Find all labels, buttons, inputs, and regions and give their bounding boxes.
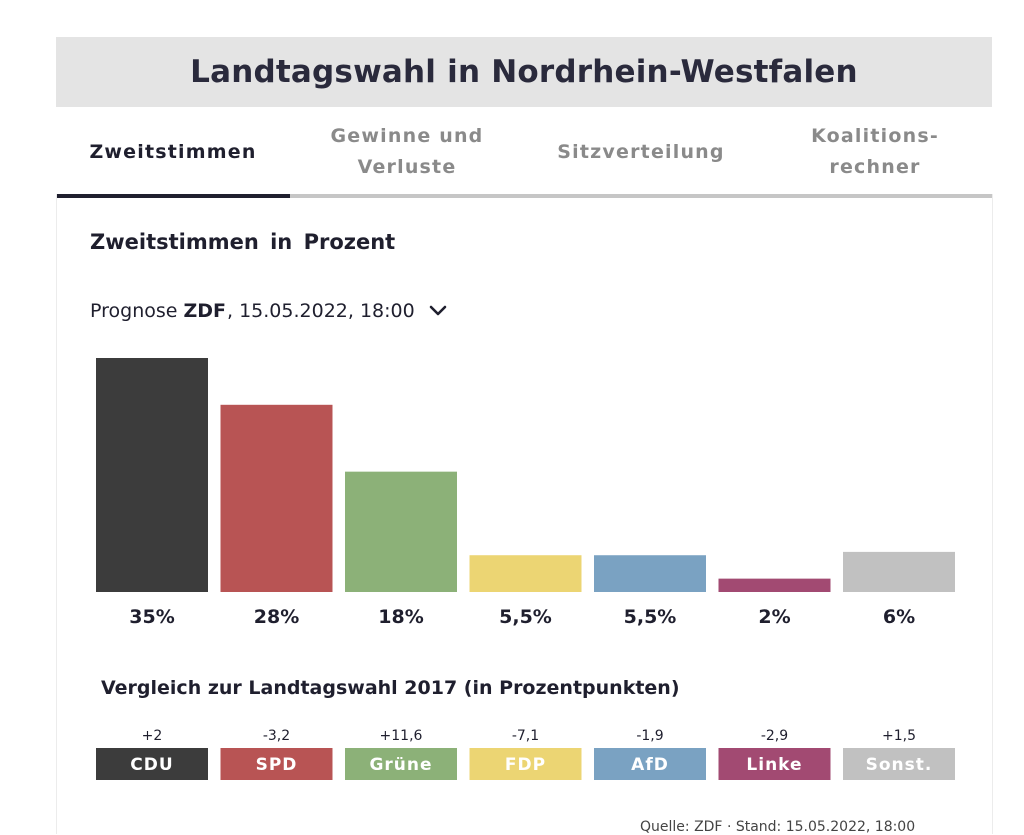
tab-sitzverteilung[interactable]: Sitzverteilung <box>524 110 758 194</box>
party-name-fdp: FDP <box>505 755 546 775</box>
party-chip-linke <box>718 748 831 780</box>
bar-fdp <box>469 555 582 592</box>
value-label-afd: 5,5% <box>624 606 677 628</box>
value-label-spd: 28% <box>254 606 299 628</box>
bar-spd <box>220 404 333 592</box>
party-chip-fdp <box>469 748 582 780</box>
party-chip-cdu <box>96 748 208 780</box>
value-label-sonst: 6% <box>883 606 915 628</box>
results-panel: Zweitstimmen in Prozent Prognose ZDF , 1… <box>56 194 993 835</box>
change-label-linke: -2,9 <box>761 728 788 744</box>
party-name-gruene: Grüne <box>369 755 432 775</box>
party-chip-afd <box>594 748 706 780</box>
change-label-sonst: +1,5 <box>882 728 916 744</box>
page-header: Landtagswahl in Nordrhein-Westfalen <box>56 37 992 107</box>
source-footnote: Quelle: ZDF · Stand: 15.05.2022, 18:00 <box>640 819 916 835</box>
comparison-title: Vergleich zur Landtagswahl 2017 (in Proz… <box>101 677 680 699</box>
bar-gruene <box>345 471 457 592</box>
vote-share-bar-chart: 35% +2 CDU 28% -3,2 SPD 18% +11,6 Grüne 5,5% -7,1 F… <box>96 358 955 780</box>
party-chip-spd <box>220 748 333 780</box>
tab-koalitionsrechner[interactable]: Koalitions- rechner <box>758 110 992 194</box>
value-label-cdu: 35% <box>129 606 174 628</box>
value-label-fdp: 5,5% <box>499 606 552 628</box>
party-chip-sonst <box>843 748 955 780</box>
tab-zweitstimmen[interactable]: Zweitstimmen <box>56 110 290 198</box>
value-label-linke: 2% <box>758 606 790 628</box>
tab-label: Koalitions- rechner <box>811 125 939 178</box>
tab-label: Zweitstimmen <box>89 140 257 163</box>
change-label-fdp: -7,1 <box>512 728 539 744</box>
source-prefix: Prognose <box>90 300 178 322</box>
change-label-cdu: +2 <box>142 728 163 744</box>
source-date: , 15.05.2022, 18:00 <box>227 300 415 322</box>
tab-bar: Zweitstimmen Gewinne und Verluste Sitzve… <box>56 110 992 198</box>
bar-afd <box>594 555 706 592</box>
tab-label: Gewinne und Verluste <box>330 125 484 178</box>
change-label-gruene: +11,6 <box>380 728 423 744</box>
party-name-sonst: Sonst. <box>866 755 933 775</box>
value-label-gruene: 18% <box>378 606 423 628</box>
change-label-afd: -1,9 <box>636 728 663 744</box>
forecast-source-select[interactable]: Prognose ZDF , 15.05.2022, 18:00 <box>90 300 447 322</box>
tab-gewinne-und-verluste[interactable]: Gewinne und Verluste <box>290 110 524 194</box>
party-chip-gruene <box>345 748 457 780</box>
page-title: Landtagswahl in Nordrhein-Westfalen <box>190 54 858 90</box>
party-name-spd: SPD <box>256 755 298 775</box>
tab-label: Sitzverteilung <box>557 140 725 163</box>
bar-linke <box>718 578 831 592</box>
panel-title: Zweitstimmen in Prozent <box>90 230 396 254</box>
chevron-down-icon <box>429 305 447 316</box>
bar-cdu <box>96 358 208 592</box>
source-institute: ZDF <box>183 300 226 322</box>
party-name-cdu: CDU <box>130 755 173 775</box>
party-name-linke: Linke <box>746 755 802 775</box>
party-name-afd: AfD <box>631 755 669 775</box>
change-label-spd: -3,2 <box>263 728 290 744</box>
bar-sonst <box>843 551 955 592</box>
